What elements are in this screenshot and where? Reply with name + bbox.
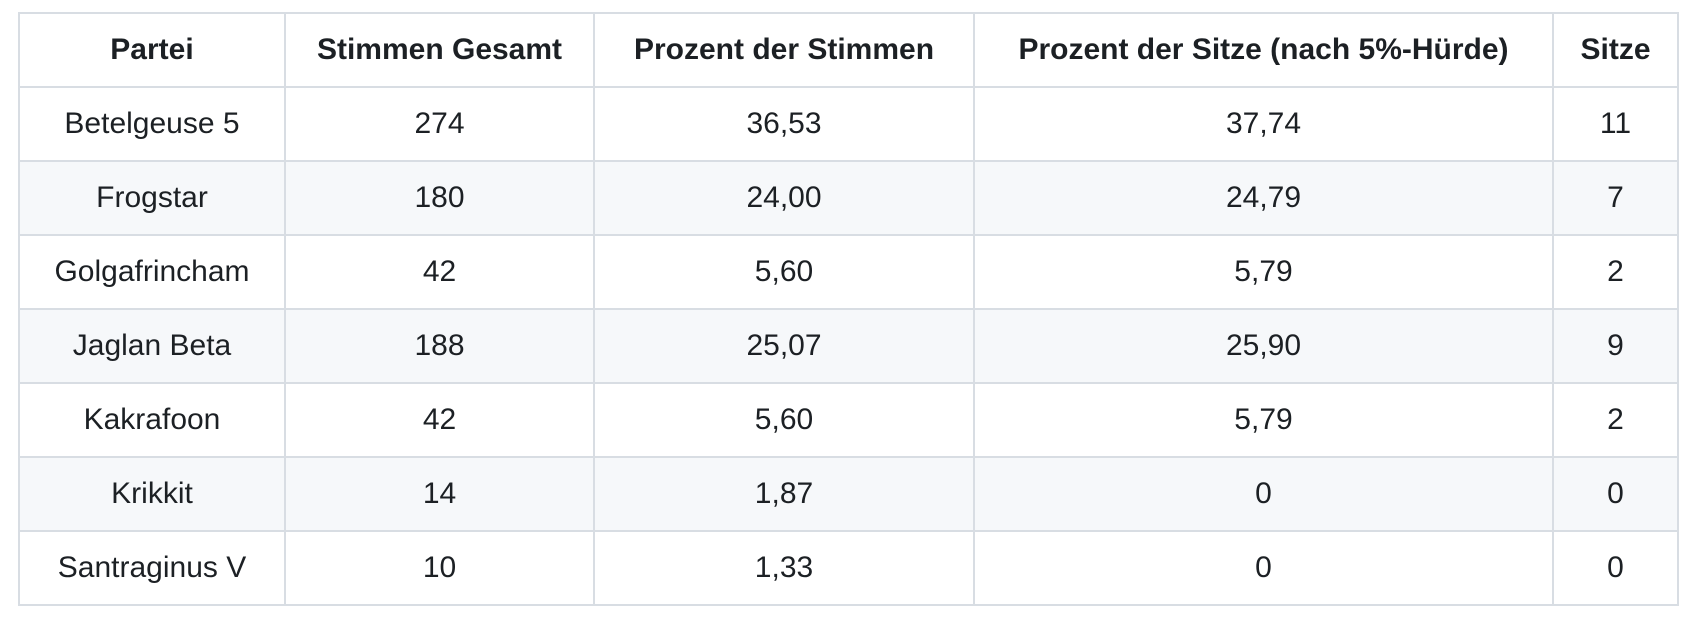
table-row-santraginus-v: Santraginus V 10 1,33 0 0 — [18, 530, 1679, 606]
value-cell: 274 — [284, 86, 595, 162]
value-cell: 36,53 — [593, 86, 975, 162]
value-cell: 25,07 — [593, 308, 975, 384]
table-row-golgafrincham: Golgafrincham 42 5,60 5,79 2 — [18, 234, 1679, 310]
value-cell: 0 — [1552, 456, 1679, 532]
party-name-cell: Krikkit — [18, 456, 286, 532]
party-name-cell: Santraginus V — [18, 530, 286, 606]
table-body: Betelgeuse 5 274 36,53 37,74 11 Frogstar 180 24… — [18, 86, 1679, 606]
value-cell: 0 — [973, 530, 1554, 606]
column-header-prozent-der-sitze-nach-5-h-rde: Prozent der Sitze (nach 5%-Hürde) — [973, 12, 1554, 88]
column-header-partei: Partei — [18, 12, 286, 88]
table-row-betelgeuse-5: Betelgeuse 5 274 36,53 37,74 11 — [18, 86, 1679, 162]
value-cell: 1,87 — [593, 456, 975, 532]
table-row-kakrafoon: Kakrafoon 42 5,60 5,79 2 — [18, 382, 1679, 458]
value-cell: 24,79 — [973, 160, 1554, 236]
election-results-table: Partei Stimmen Gesamt Prozent der Stimmen P… — [18, 12, 1679, 606]
value-cell: 11 — [1552, 86, 1679, 162]
column-header-sitze: Sitze — [1552, 12, 1679, 88]
header-row: Partei Stimmen Gesamt Prozent der Stimmen P… — [18, 12, 1679, 88]
party-name-cell: Jaglan Beta — [18, 308, 286, 384]
value-cell: 2 — [1552, 234, 1679, 310]
table-row-frogstar: Frogstar 180 24,00 24,79 7 — [18, 160, 1679, 236]
value-cell: 24,00 — [593, 160, 975, 236]
value-cell: 42 — [284, 382, 595, 458]
table-row-jaglan-beta: Jaglan Beta 188 25,07 25,90 9 — [18, 308, 1679, 384]
value-cell: 180 — [284, 160, 595, 236]
party-name-cell: Kakrafoon — [18, 382, 286, 458]
value-cell: 2 — [1552, 382, 1679, 458]
results-table-container: Partei Stimmen Gesamt Prozent der Stimmen P… — [18, 12, 1679, 606]
value-cell: 10 — [284, 530, 595, 606]
value-cell: 5,79 — [973, 234, 1554, 310]
value-cell: 25,90 — [973, 308, 1554, 384]
party-name-cell: Betelgeuse 5 — [18, 86, 286, 162]
table-row-krikkit: Krikkit 14 1,87 0 0 — [18, 456, 1679, 532]
value-cell: 14 — [284, 456, 595, 532]
value-cell: 5,60 — [593, 234, 975, 310]
value-cell: 1,33 — [593, 530, 975, 606]
party-name-cell: Frogstar — [18, 160, 286, 236]
party-name-cell: Golgafrincham — [18, 234, 286, 310]
value-cell: 5,79 — [973, 382, 1554, 458]
value-cell: 9 — [1552, 308, 1679, 384]
value-cell: 7 — [1552, 160, 1679, 236]
value-cell: 5,60 — [593, 382, 975, 458]
value-cell: 0 — [1552, 530, 1679, 606]
column-header-prozent-der-stimmen: Prozent der Stimmen — [593, 12, 975, 88]
value-cell: 0 — [973, 456, 1554, 532]
column-header-stimmen-gesamt: Stimmen Gesamt — [284, 12, 595, 88]
value-cell: 188 — [284, 308, 595, 384]
value-cell: 42 — [284, 234, 595, 310]
table-header: Partei Stimmen Gesamt Prozent der Stimmen P… — [18, 12, 1679, 88]
value-cell: 37,74 — [973, 86, 1554, 162]
